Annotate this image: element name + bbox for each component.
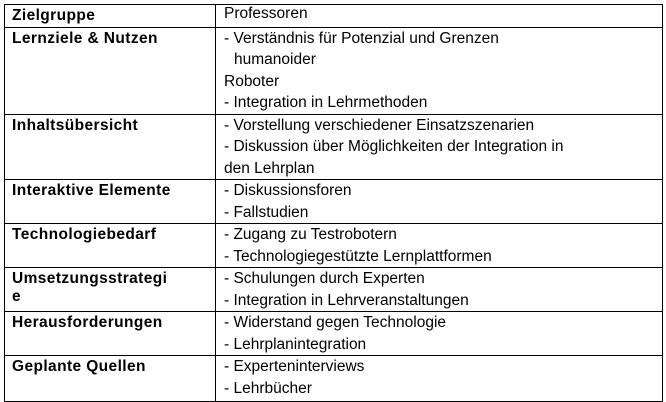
row-value: - Experteninterviews - Lehrbücher — [215, 355, 663, 402]
row-value: - Widerstand gegen Technologie - Lehrpla… — [215, 311, 663, 356]
row-label: Zielgruppe — [4, 4, 216, 28]
table-row: Technologiebedarf - Zugang zu Testrobote… — [4, 223, 663, 268]
row-label: Interaktive Elemente — [4, 179, 216, 224]
row-value: - Schulungen durch Experten - Integratio… — [215, 267, 663, 312]
table-row: Interaktive Elemente - Diskussionsforen … — [4, 179, 663, 224]
table-row: Lernziele & Nutzen - Verständnis für Pot… — [4, 26, 663, 115]
row-value: - Diskussionsforen - Fallstudien — [215, 179, 663, 224]
concept-table: Zielgruppe Professoren Lernziele & Nutze… — [4, 4, 663, 402]
row-label: Geplante Quellen — [4, 355, 216, 402]
table-row: Zielgruppe Professoren — [4, 4, 663, 28]
table-row: Umsetzungsstrategi e - Schulungen durch … — [4, 267, 663, 312]
row-label: Inhaltsübersicht — [4, 113, 216, 180]
row-value: Professoren — [215, 4, 663, 28]
row-value: - Zugang zu Testrobotern - Technologiege… — [215, 223, 663, 268]
row-label: Umsetzungsstrategi e — [4, 267, 216, 312]
row-label: Lernziele & Nutzen — [4, 26, 216, 115]
table-row: Inhaltsübersicht - Vorstellung verschied… — [4, 113, 663, 180]
row-label: Herausforderungen — [4, 311, 216, 356]
row-value: - Verständnis für Potenzial und Grenzen … — [215, 26, 663, 115]
row-label: Technologiebedarf — [4, 223, 216, 268]
table-row: Herausforderungen - Widerstand gegen Tec… — [4, 311, 663, 356]
table-row: Geplante Quellen - Experteninterviews - … — [4, 355, 663, 402]
row-value: - Vorstellung verschiedener Einsatzszena… — [215, 113, 663, 180]
